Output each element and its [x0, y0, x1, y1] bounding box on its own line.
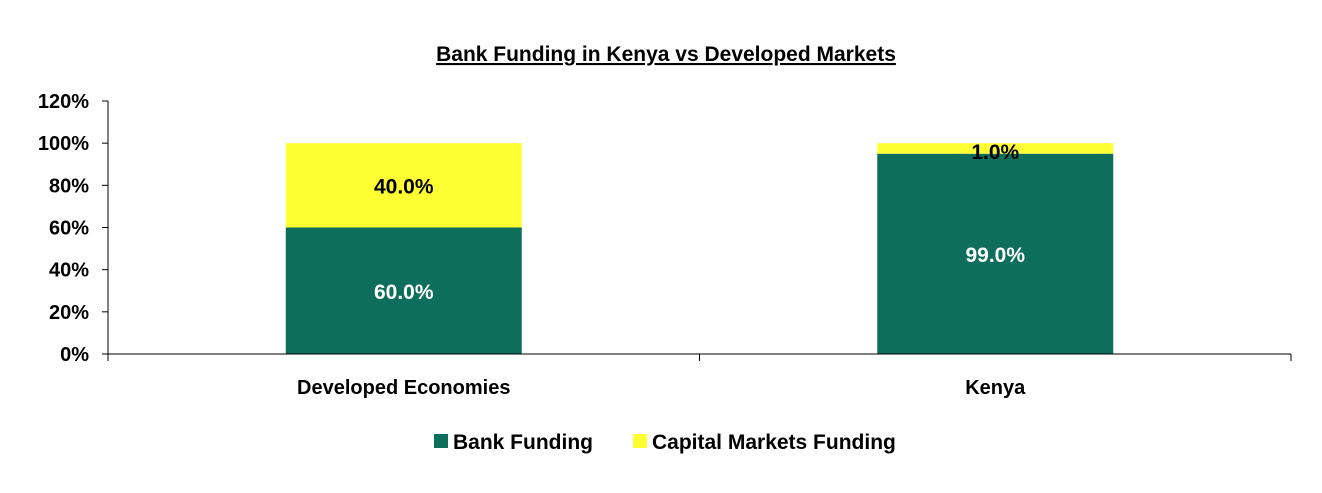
y-tick-label: 80%	[49, 175, 89, 197]
data-label: 99.0%	[965, 244, 1025, 267]
bar-capital-markets-funding	[285, 143, 522, 228]
data-label: 40.0%	[374, 175, 434, 198]
y-axis: 0% 20% 40% 60% 80% 100% 120%	[38, 91, 109, 366]
chart-title: Bank Funding in Kenya vs Developed Marke…	[436, 43, 896, 66]
bar-bank-funding	[285, 227, 522, 354]
y-tick-label: 60%	[49, 218, 89, 240]
y-tick-label: 40%	[49, 260, 89, 282]
x-axis: Developed Economies Kenya	[107, 353, 1292, 399]
legend: Bank Funding Capital Markets Funding	[434, 431, 896, 454]
bar-bank-funding	[877, 153, 1114, 354]
x-tick-label: Developed Economies	[297, 377, 510, 399]
y-tick-label: 100%	[38, 133, 89, 155]
legend-label: Capital Markets Funding	[652, 431, 896, 454]
data-label: 60.0%	[374, 281, 434, 304]
y-tick-label: 120%	[38, 91, 89, 113]
legend-swatch	[633, 434, 647, 448]
x-tick-label: Kenya	[965, 377, 1026, 399]
legend-swatch	[434, 434, 448, 448]
bar-capital-markets-funding	[877, 143, 1114, 154]
y-tick-label: 0%	[60, 344, 89, 366]
legend-label: Bank Funding	[453, 431, 593, 454]
data-label: 1.0%	[971, 141, 1019, 164]
y-tick-label: 20%	[49, 302, 89, 324]
bars: 60.0% 40.0% 99.0% 1.0%	[285, 141, 1114, 354]
